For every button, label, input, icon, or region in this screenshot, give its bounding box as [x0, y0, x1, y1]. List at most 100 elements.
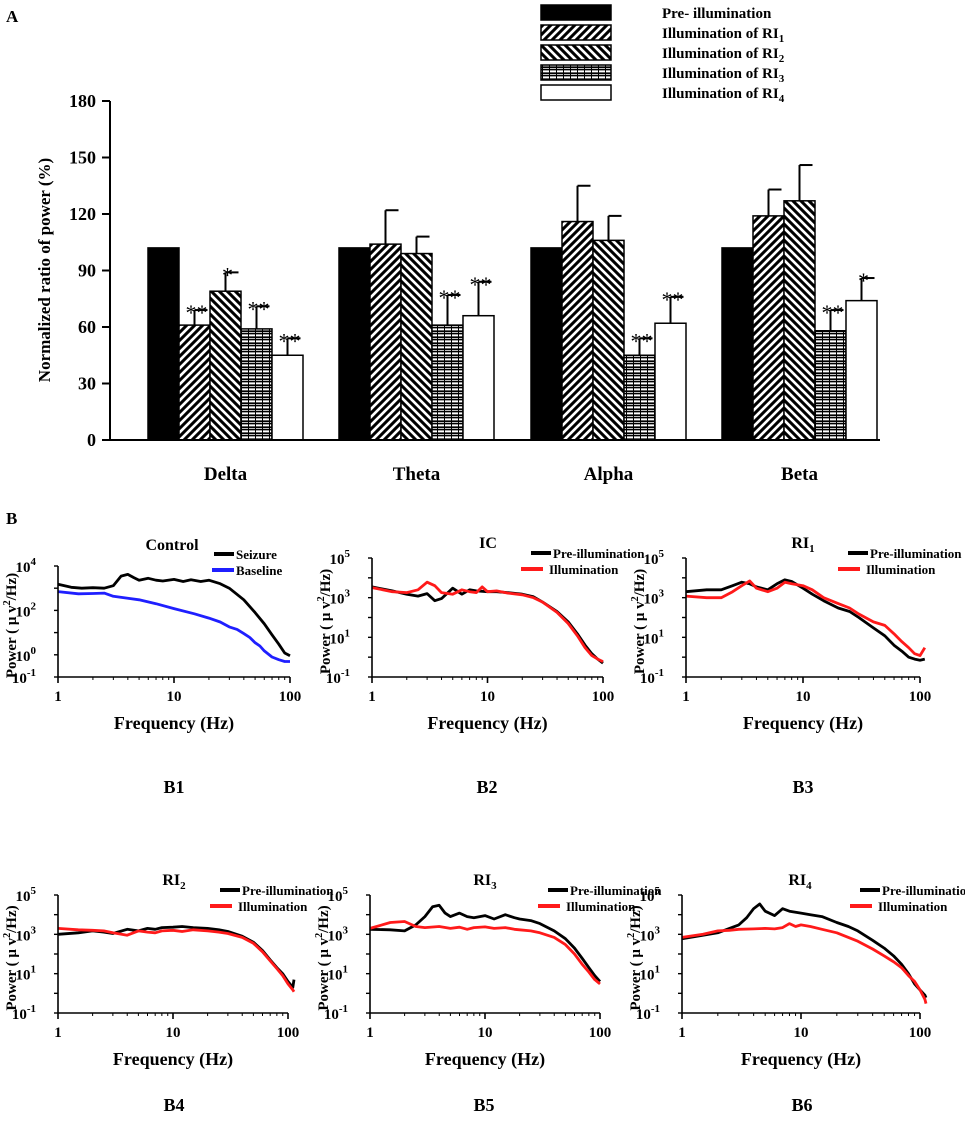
b3-x-tick-label-2: 100	[909, 689, 932, 705]
sig-delta-s3: **	[248, 296, 270, 321]
bar-beta-s1	[752, 215, 785, 441]
bar-theta-s3	[431, 324, 464, 441]
b6-line-illumination	[681, 922, 928, 1004]
b6-x-tick-label-2: 100	[909, 1025, 932, 1041]
sig-theta-s4: **	[470, 272, 492, 297]
b4-x-axis-label: Frequency (Hz)	[113, 1049, 233, 1070]
sig-beta-s4: *	[858, 268, 869, 293]
bar-delta-s0	[147, 247, 180, 441]
b5-legend-label-1: Illumination	[566, 899, 636, 914]
b6-y-tick-label-0: 10-1	[636, 1003, 660, 1023]
bar-delta-s4	[271, 354, 304, 441]
bar-y-tick-label-6: 180	[69, 91, 96, 111]
b1-y-tick-label-3: 104	[16, 556, 37, 576]
b5-y-tick-label-3: 105	[328, 885, 349, 905]
b1-line-seizure	[57, 573, 291, 658]
bar-delta-s2	[209, 290, 242, 441]
sig-delta-s2: *	[222, 262, 233, 287]
b1-legend-label-0: Seizure	[236, 547, 277, 562]
b1-panel-label: B1	[163, 777, 184, 797]
b4-y-tick-label-3: 105	[16, 885, 37, 905]
b1-x-tick-label-1: 10	[167, 689, 182, 705]
bar-y-tick-label-2: 60	[78, 317, 96, 337]
b1-x-tick-label-2: 100	[279, 689, 302, 705]
b4-y-tick-label-2: 103	[16, 924, 37, 944]
b1-x-tick-label-0: 1	[54, 689, 62, 705]
b3-x-axis-label: Frequency (Hz)	[743, 713, 863, 734]
b5-line-pre-illumination	[369, 903, 602, 983]
sig-alpha-s4: **	[662, 287, 684, 312]
b5-y-tick-label-0: 10-1	[324, 1003, 348, 1023]
bar-delta-s3	[240, 328, 273, 441]
sig-delta-s1: **	[186, 300, 208, 325]
legend-swatch-2	[540, 44, 612, 61]
legend-label-0: Pre- illumination	[662, 6, 772, 22]
panel-label-b: B	[6, 509, 17, 528]
b5-y-tick-label-2: 103	[328, 924, 349, 944]
bar-y-tick-label-0: 0	[87, 430, 96, 450]
bar-category-delta: Delta	[204, 464, 248, 485]
b5-title: RI3	[473, 872, 497, 892]
b3-y-tick-label-2: 103	[644, 588, 665, 608]
bar-y-tick-label-3: 90	[78, 261, 96, 281]
b4-line-pre-illumination	[57, 925, 296, 989]
b6-x-tick-label-0: 1	[678, 1025, 686, 1041]
b5-line-illumination	[369, 920, 601, 985]
b5-x-tick-label-1: 10	[478, 1025, 493, 1041]
legend-label-4: Illumination of RI4	[662, 86, 785, 105]
bar-category-theta: Theta	[393, 464, 441, 485]
b5-legend-label-0: Pre-illumination	[570, 883, 662, 898]
bar-theta-s2	[400, 252, 433, 441]
b6-x-axis-label: Frequency (Hz)	[741, 1049, 861, 1070]
b1-y-tick-label-1: 100	[16, 645, 37, 665]
b2-y-tick-label-3: 105	[330, 548, 351, 568]
legend-label-3: Illumination of RI3	[662, 66, 785, 85]
b2-line-illumination	[371, 580, 604, 663]
legend-swatch-0	[540, 4, 612, 21]
bar-alpha-s0	[530, 247, 563, 441]
sig-beta-s3: **	[822, 300, 844, 325]
b4-panel-label: B4	[163, 1095, 184, 1115]
b3-x-tick-label-1: 10	[796, 689, 811, 705]
b4-legend-label-0: Pre-illumination	[242, 883, 334, 898]
bar-theta-s0	[338, 247, 371, 441]
bar-chart: Normalized ratio of power (%) **********…	[35, 4, 880, 485]
b4-line-illumination	[57, 927, 296, 993]
bar-alpha-s4	[654, 322, 687, 441]
sig-alpha-s3: **	[631, 328, 653, 353]
b4-x-tick-label-2: 100	[277, 1025, 300, 1041]
b6-title: RI4	[788, 872, 812, 892]
b1-legend-label-1: Baseline	[236, 563, 282, 578]
b3-y-tick-label-1: 101	[644, 627, 665, 647]
bar-alpha-s1	[561, 220, 594, 441]
bar-beta-s3	[814, 330, 847, 441]
b5-y-tick-label-1: 101	[328, 964, 349, 984]
b4-x-tick-label-1: 10	[166, 1025, 181, 1041]
bar-y-tick-label-1: 30	[78, 374, 96, 394]
b4-y-tick-label-0: 10-1	[12, 1003, 36, 1023]
bar-alpha-s2	[592, 239, 625, 441]
b6-panel-label: B6	[791, 1095, 812, 1115]
b5-x-tick-label-0: 1	[366, 1025, 374, 1041]
legend-swatch-3	[540, 64, 612, 81]
panel-label-a: A	[6, 7, 19, 26]
b2-y-tick-label-1: 101	[330, 627, 351, 647]
b4-y-axis-label: Power ( μ v2/Hz)	[2, 905, 20, 1010]
b3-legend-label-0: Pre-illumination	[870, 546, 962, 561]
legend-label-1: Illumination of RI1	[662, 26, 784, 45]
b1-x-axis-label: Frequency (Hz)	[114, 713, 234, 734]
b5-x-axis-label: Frequency (Hz)	[425, 1049, 545, 1070]
legend-label-2: Illumination of RI2	[662, 46, 785, 65]
bar-beta-s2	[783, 200, 816, 441]
b6-legend-label-1: Illumination	[878, 899, 948, 914]
b3-line-pre-illumination	[685, 578, 926, 662]
bar-beta-s0	[721, 247, 754, 441]
sig-delta-s4: **	[279, 328, 301, 353]
